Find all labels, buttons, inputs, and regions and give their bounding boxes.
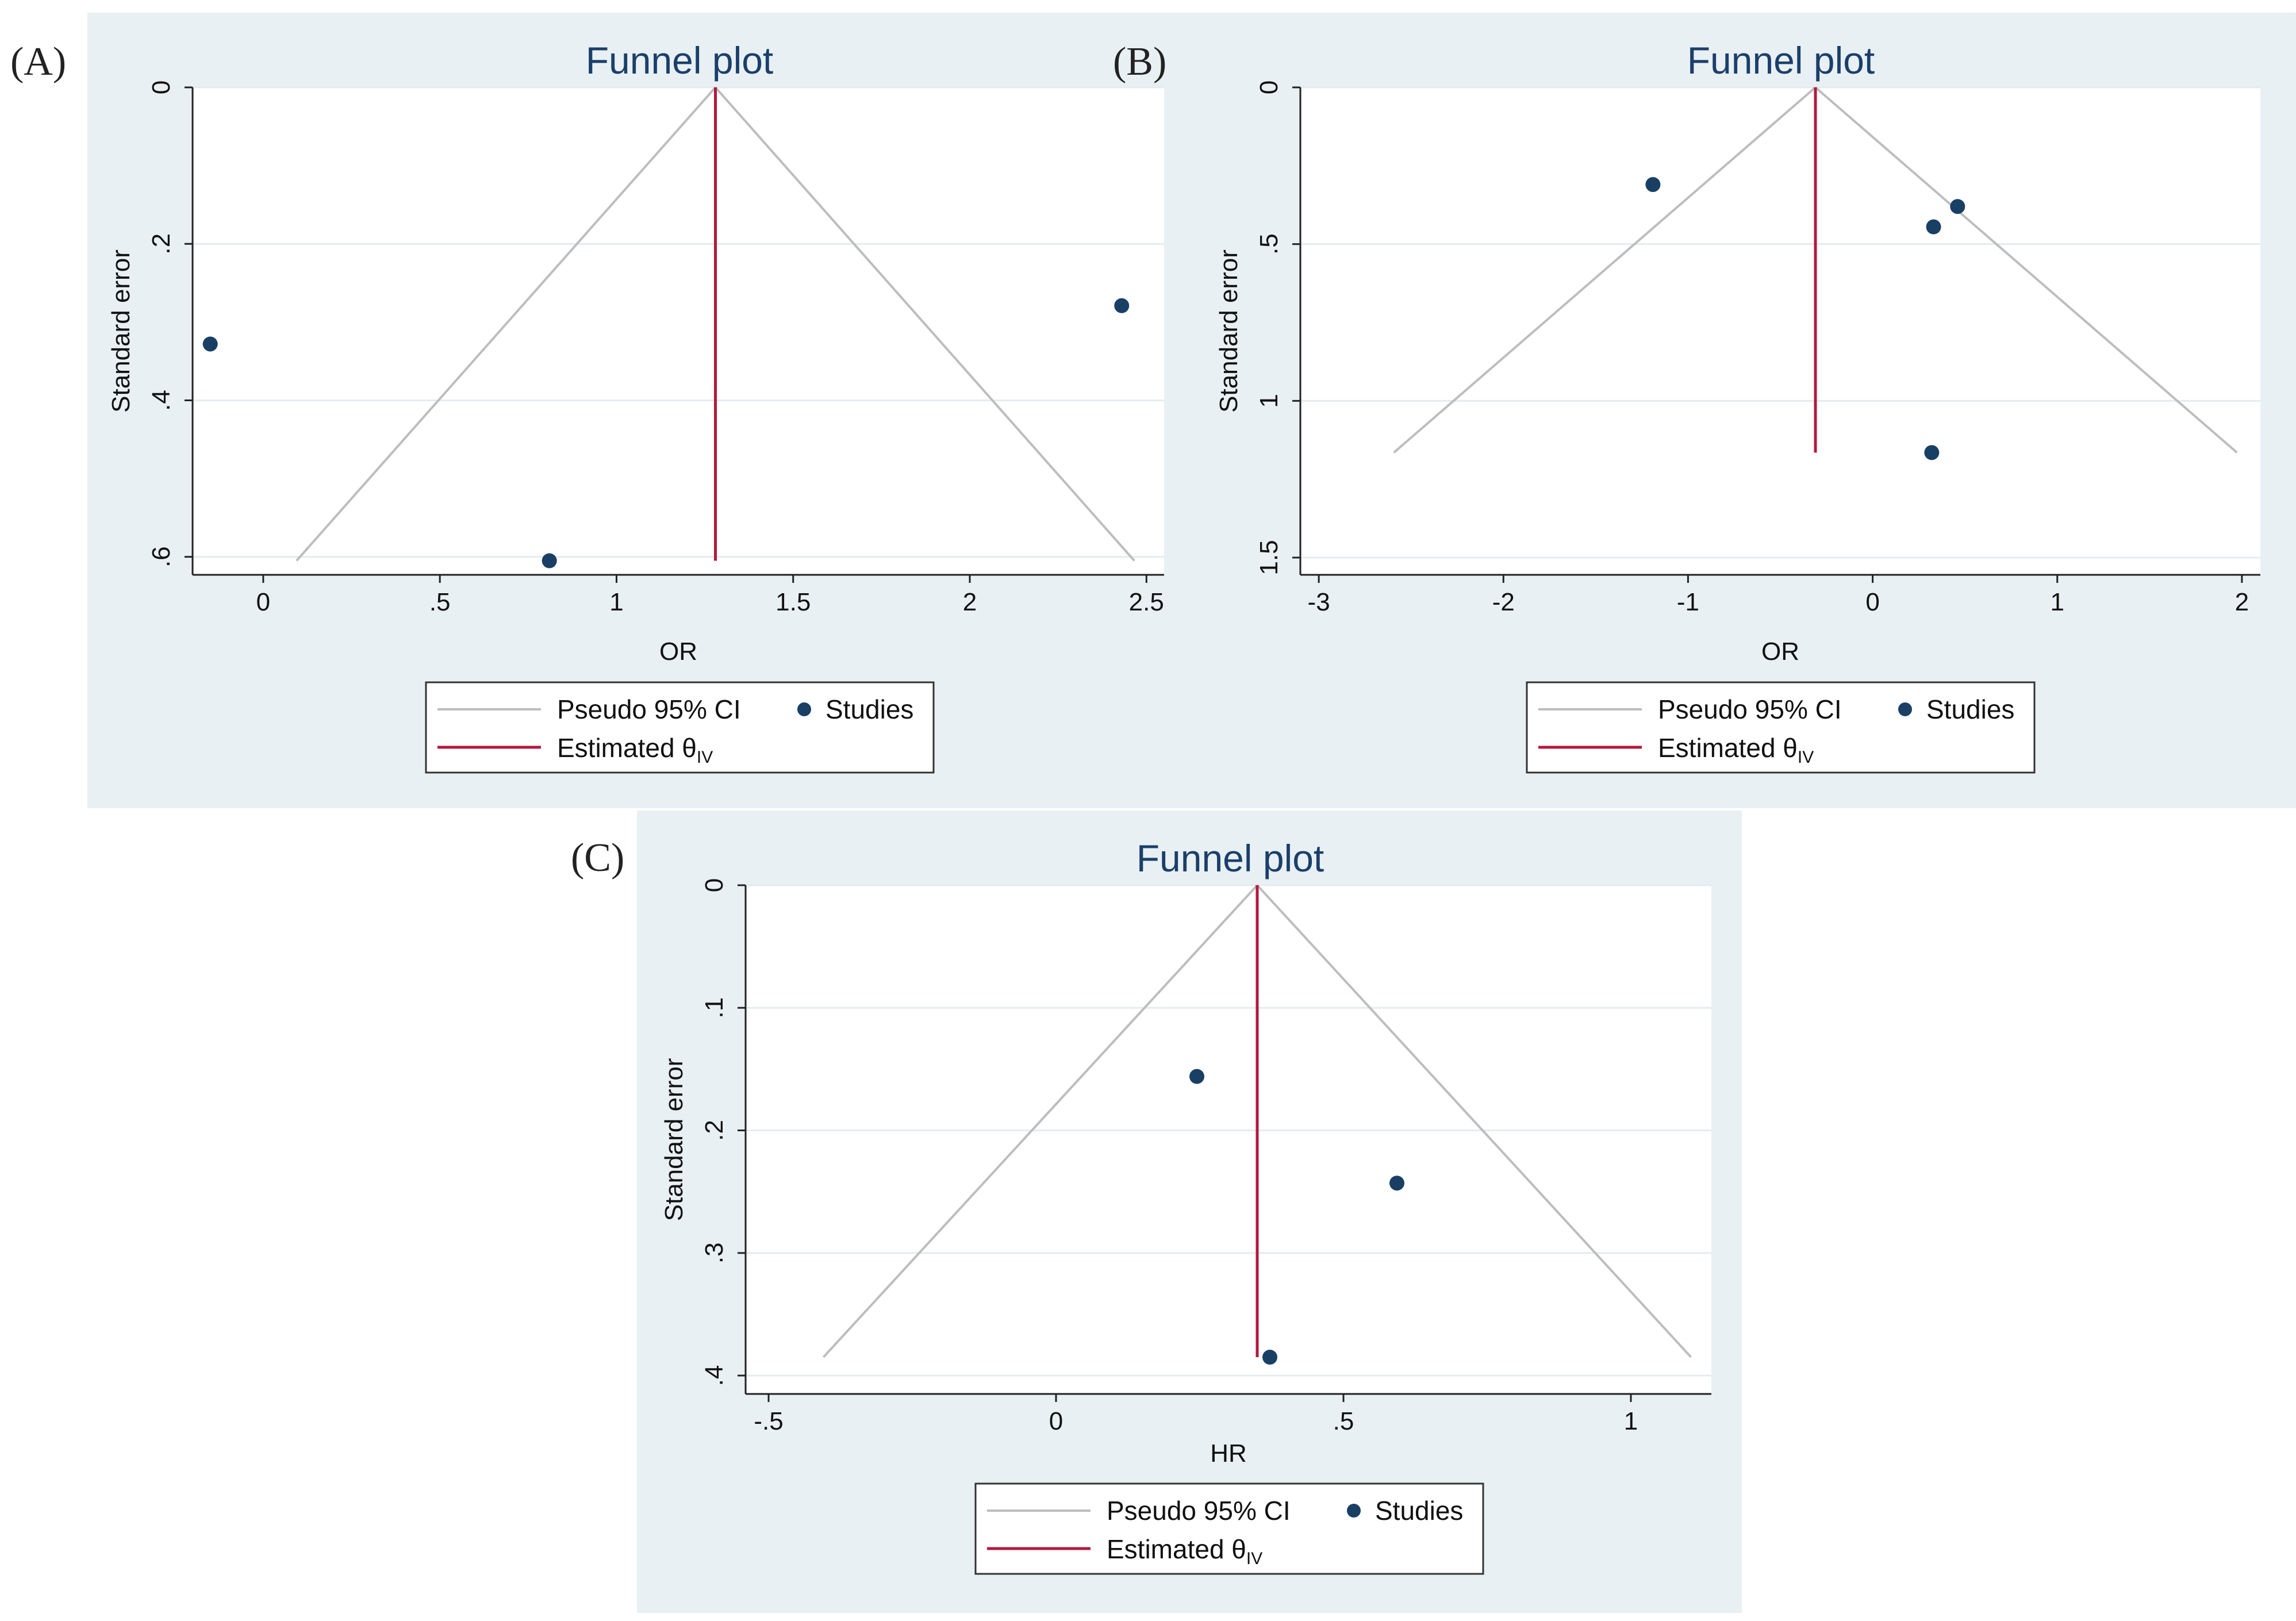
panel-b: -3 -2 -1 0 1 2 0 .5 1 1.5 OR Standard error Funnel p… <box>1113 13 2296 808</box>
x-tick-label: 0 <box>1049 1407 1063 1435</box>
y-tick-label: .6 <box>147 546 175 567</box>
plot-area <box>193 87 1164 575</box>
ci-line-left <box>1393 86 1817 454</box>
ci-line-right <box>715 86 1135 562</box>
legend-box <box>1526 681 2036 774</box>
legend-estimate-label: Estimated θIV <box>557 733 713 767</box>
y-axis-label: Standard error <box>1215 249 1243 413</box>
study-point <box>1926 219 1941 235</box>
legend-studies-swatch <box>797 702 811 716</box>
y-tick-label: .4 <box>700 1365 728 1386</box>
y-tick-label: 0 <box>1255 80 1283 94</box>
ci-line-left <box>295 86 717 562</box>
study-point <box>1950 199 1965 214</box>
legend-estimate-subscript: IV <box>1798 748 1814 767</box>
chart-title: Funnel plot <box>586 39 774 82</box>
legend-studies-label: Studies <box>1375 1496 1463 1526</box>
panel-a: 0 .5 1 1.5 2 2.5 0 .2 .4 .6 OR Standard error Funnel… <box>10 13 1192 808</box>
y-axis-label: Standard error <box>107 249 135 413</box>
legend-studies-label: Studies <box>1926 694 2014 724</box>
y-axis-label: Standard error <box>660 1058 688 1221</box>
y-tick-label: .3 <box>700 1242 728 1263</box>
panel-c: -.5 0 .5 1 0 .1 .2 .3 .4 HR Standard error Funnel p… <box>571 810 1742 1613</box>
x-axis-label: HR <box>1210 1439 1247 1468</box>
y-tick-label: 0 <box>147 80 175 94</box>
study-point <box>542 553 557 568</box>
x-tick-label: -1 <box>1677 588 1699 616</box>
plot-area <box>746 885 1711 1394</box>
panel-label: (C) <box>571 836 624 880</box>
legend-studies-swatch <box>1347 1504 1361 1518</box>
x-tick-label: .5 <box>429 588 451 616</box>
study-point <box>1114 298 1130 313</box>
panel-label: (B) <box>1113 40 1166 84</box>
legend-ci-label: Pseudo 95% CI <box>1658 694 1842 724</box>
plot-area <box>1300 87 2260 575</box>
x-tick-label: 2 <box>2235 588 2249 616</box>
y-tick-label: .2 <box>700 1120 728 1141</box>
chart-title: Funnel plot <box>1687 39 1875 82</box>
legend-estimate-label: Estimated θIV <box>1658 733 1814 767</box>
legend-estimate-label: Estimated θIV <box>1107 1534 1262 1568</box>
legend-box <box>425 681 935 774</box>
legend-ci-label: Pseudo 95% CI <box>1107 1496 1291 1526</box>
legend-box <box>974 1482 1484 1575</box>
legend-studies-swatch <box>1898 702 1912 716</box>
x-tick-label: 1.5 <box>775 588 811 616</box>
panel-label: (A) <box>10 40 66 84</box>
x-tick-label: 2 <box>963 588 977 616</box>
study-point <box>1924 445 1940 460</box>
legend-studies-label: Studies <box>826 694 913 724</box>
study-point <box>1645 177 1661 193</box>
x-tick-label: -2 <box>1492 588 1515 616</box>
legend: Pseudo 95% CI Studies Estimated θIV <box>425 681 935 774</box>
study-point <box>1389 1176 1404 1191</box>
x-tick-label: 2.5 <box>1129 588 1164 616</box>
x-tick-label: 0 <box>1865 588 1879 616</box>
ci-line-left <box>822 884 1258 1358</box>
y-tick-label: .2 <box>147 233 175 255</box>
legend-estimate-subscript: IV <box>697 748 713 767</box>
y-tick-label: .4 <box>147 390 175 411</box>
x-axis-label: OR <box>1761 637 1799 666</box>
x-tick-label: .5 <box>1333 1407 1354 1435</box>
x-tick-label: 1 <box>1624 1407 1638 1435</box>
y-tick-label: 1.5 <box>1255 540 1283 575</box>
x-axis-label: OR <box>659 637 697 666</box>
y-tick-label: 0 <box>700 878 728 892</box>
y-tick-label: .5 <box>1255 233 1283 255</box>
legend-estimate-subscript: IV <box>1246 1549 1262 1568</box>
y-tick-label: .1 <box>700 997 728 1019</box>
x-tick-label: 1 <box>609 588 623 616</box>
x-tick-label: -.5 <box>754 1407 783 1435</box>
legend: Pseudo 95% CI Studies Estimated θIV <box>1526 681 2036 774</box>
legend-ci-label: Pseudo 95% CI <box>557 694 741 724</box>
ci-line-right <box>1814 86 2238 454</box>
study-point <box>202 336 218 352</box>
study-point <box>1189 1069 1204 1084</box>
study-point <box>1262 1350 1277 1365</box>
ci-line-right <box>1256 884 1692 1358</box>
legend: Pseudo 95% CI Studies Estimated θIV <box>974 1482 1484 1575</box>
x-tick-label: 0 <box>256 588 270 616</box>
x-tick-label: 1 <box>2050 588 2064 616</box>
y-tick-label: 1 <box>1255 394 1283 408</box>
chart-title: Funnel plot <box>1137 837 1324 879</box>
x-tick-label: -3 <box>1308 588 1330 616</box>
